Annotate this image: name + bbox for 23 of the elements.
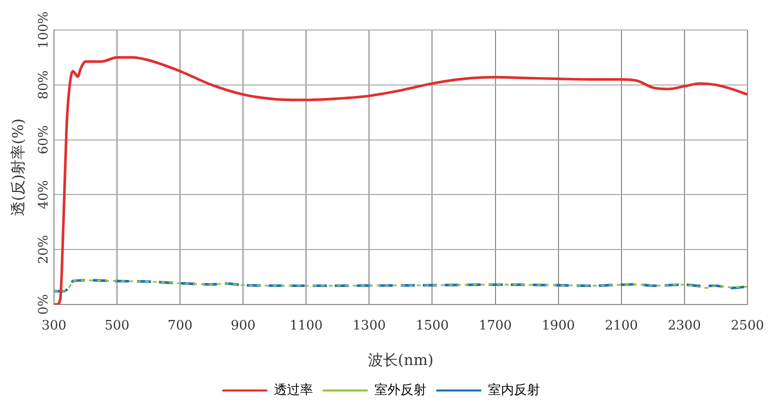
y-tick-label: 0% bbox=[36, 294, 52, 315]
x-tick-label: 2100 bbox=[604, 318, 638, 334]
x-tick-label: 1900 bbox=[542, 318, 575, 334]
legend-label: 透过率 bbox=[274, 382, 313, 398]
x-tick-label: 1700 bbox=[478, 318, 512, 334]
y-tick-label: 40% bbox=[36, 180, 52, 210]
x-tick-label: 2300 bbox=[668, 318, 701, 334]
y-axis-title: 透(反)射率(%) bbox=[8, 118, 27, 216]
y-tick-label: 20% bbox=[36, 235, 52, 264]
legend-label: 室外反射 bbox=[374, 382, 426, 398]
y-tick-label: 80% bbox=[36, 70, 52, 100]
x-tick-label: 700 bbox=[168, 318, 192, 334]
x-tick-label: 900 bbox=[230, 318, 256, 334]
x-tick-label: 1500 bbox=[416, 318, 449, 334]
y-tick-label: 60% bbox=[36, 125, 52, 154]
x-tick-label: 1100 bbox=[290, 318, 323, 334]
x-tick-label: 2500 bbox=[730, 318, 764, 334]
x-tick-label: 500 bbox=[104, 318, 130, 334]
x-tick-label: 1300 bbox=[352, 318, 386, 334]
y-tick-label: 100% bbox=[36, 11, 52, 49]
x-tick-label: 300 bbox=[42, 318, 66, 334]
x-axis-title: 波长(nm) bbox=[368, 350, 434, 369]
legend-label: 室内反射 bbox=[488, 382, 540, 398]
